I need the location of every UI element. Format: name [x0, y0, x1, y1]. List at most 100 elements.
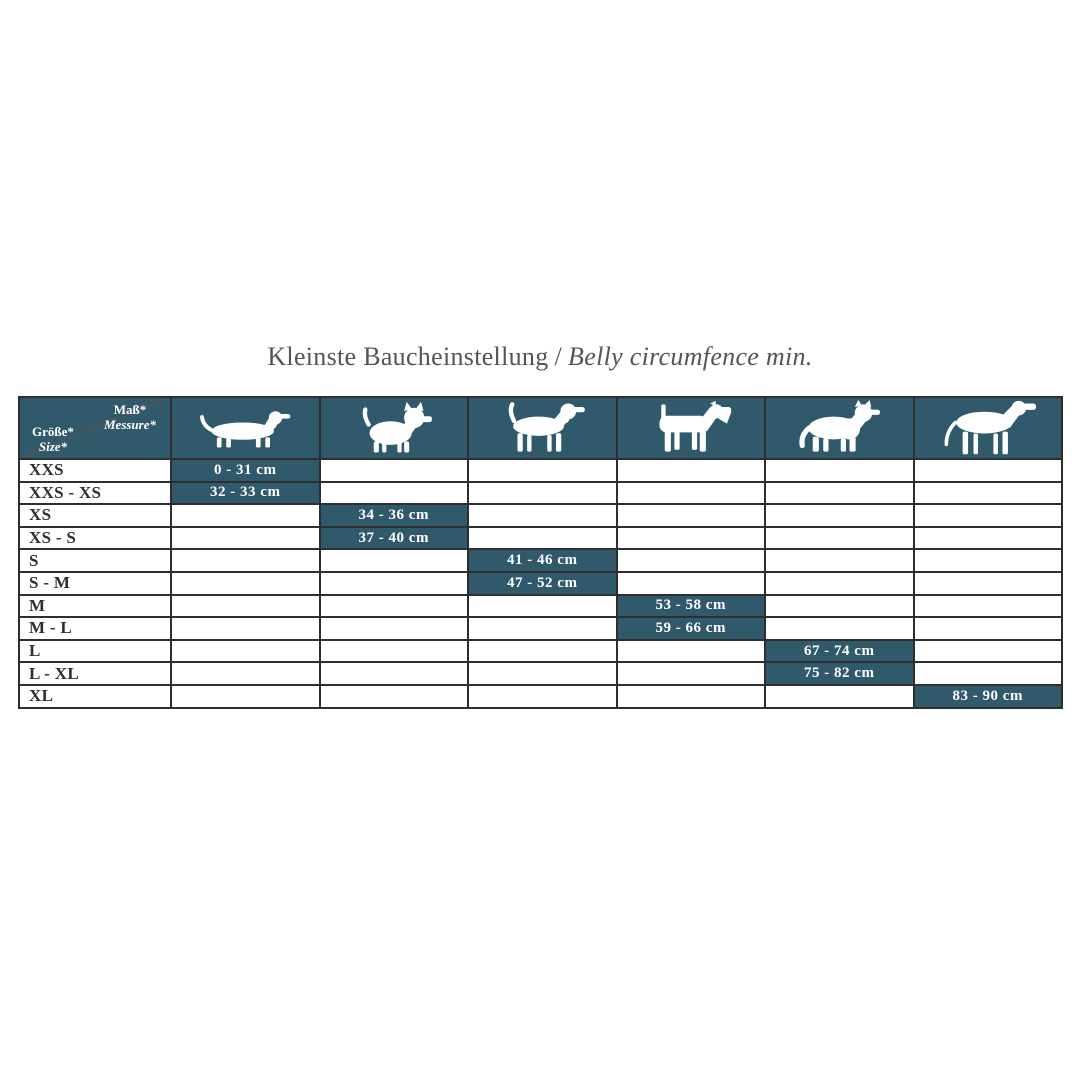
size-label: S - M	[18, 570, 172, 596]
empty-cell	[318, 638, 469, 664]
empty-cell	[467, 616, 618, 641]
size-label: M	[18, 593, 172, 619]
empty-cell	[912, 525, 1063, 551]
empty-cell	[318, 661, 469, 686]
title-english: Belly circumfence min.	[568, 342, 813, 371]
measurement-cell: 83 - 90 cm	[912, 683, 1063, 709]
size-label-de: Größe*	[32, 424, 74, 439]
table-row: XXS - XS 32 - 33 cm	[18, 480, 1063, 506]
column-header-airedale	[615, 396, 766, 460]
empty-cell	[318, 548, 469, 573]
empty-cell	[170, 638, 321, 664]
size-label: M - L	[18, 616, 172, 641]
page-title: Kleinste Baucheinstellung / Belly circumfe…	[0, 342, 1080, 372]
empty-cell	[912, 570, 1063, 596]
measurement-cell: 67 - 74 cm	[764, 638, 915, 664]
title-separator: /	[554, 342, 563, 371]
measurement-cell: 34 - 36 cm	[318, 503, 469, 528]
empty-cell	[467, 458, 618, 483]
empty-cell	[170, 548, 321, 573]
measurement-cell: 0 - 31 cm	[170, 458, 321, 483]
size-label: S	[18, 548, 172, 573]
empty-cell	[764, 480, 915, 506]
table-row: XS 34 - 36 cm	[18, 503, 1063, 528]
measurement-cell: 32 - 33 cm	[170, 480, 321, 506]
measure-header: Maß* Messure*	[104, 402, 156, 432]
measure-label-de: Maß*	[113, 402, 147, 417]
yorkshire-terrier-icon	[362, 401, 432, 453]
empty-cell	[764, 616, 915, 641]
size-label: L - XL	[18, 661, 172, 686]
table-row: XXS 0 - 31 cm	[18, 458, 1063, 483]
empty-cell	[912, 616, 1063, 641]
size-header: Größe* Size*	[32, 424, 74, 454]
empty-cell	[318, 570, 469, 596]
great-dane-icon	[944, 400, 1036, 455]
table-body: XXS 0 - 31 cm XXS - XS 32 - 33 cm XS 34 - 36 …	[18, 458, 1063, 709]
empty-cell	[318, 458, 469, 483]
husky-icon	[799, 400, 881, 452]
measure-label-en: Messure*	[103, 417, 156, 432]
empty-cell	[467, 638, 618, 664]
empty-cell	[615, 548, 766, 573]
size-label: XL	[18, 683, 172, 709]
empty-cell	[764, 570, 915, 596]
column-header-dachshund	[170, 396, 321, 460]
size-label: XS - S	[18, 525, 172, 551]
empty-cell	[467, 480, 618, 506]
empty-cell	[170, 616, 321, 641]
empty-cell	[318, 683, 469, 709]
table-row: XS - S 37 - 40 cm	[18, 525, 1063, 551]
dachshund-icon	[200, 411, 291, 448]
column-header-great-dane	[912, 396, 1063, 460]
empty-cell	[467, 683, 618, 709]
table-row: M - L 59 - 66 cm	[18, 616, 1063, 641]
empty-cell	[912, 638, 1063, 664]
title-german: Kleinste Baucheinstellung	[267, 342, 549, 371]
empty-cell	[318, 593, 469, 619]
size-label-en: Size*	[38, 439, 68, 454]
corner-cell: Maß* Messure* Größe* Size*	[18, 396, 172, 460]
empty-cell	[764, 593, 915, 619]
column-header-medium-dog	[467, 396, 618, 460]
empty-cell	[170, 503, 321, 528]
empty-cell	[912, 503, 1063, 528]
header-row: Maß* Messure* Größe* Size*	[18, 396, 1063, 460]
column-header-small-terrier	[318, 396, 469, 460]
empty-cell	[467, 525, 618, 551]
empty-cell	[615, 458, 766, 483]
empty-cell	[467, 503, 618, 528]
table-row: XL 83 - 90 cm	[18, 683, 1063, 709]
empty-cell	[318, 616, 469, 641]
empty-cell	[170, 570, 321, 596]
empty-cell	[615, 525, 766, 551]
table-row: M 53 - 58 cm	[18, 593, 1063, 619]
empty-cell	[912, 593, 1063, 619]
empty-cell	[170, 661, 321, 686]
empty-cell	[764, 503, 915, 528]
empty-cell	[615, 480, 766, 506]
measurement-cell: 41 - 46 cm	[467, 548, 618, 573]
empty-cell	[912, 548, 1063, 573]
empty-cell	[615, 661, 766, 686]
empty-cell	[912, 661, 1063, 686]
size-label: XXS	[18, 458, 172, 483]
size-label: XS	[18, 503, 172, 528]
empty-cell	[764, 458, 915, 483]
corner-diagonal-line	[21, 399, 169, 457]
empty-cell	[764, 525, 915, 551]
table-row: L 67 - 74 cm	[18, 638, 1063, 664]
empty-cell	[764, 548, 915, 573]
empty-cell	[912, 458, 1063, 483]
empty-cell	[615, 570, 766, 596]
empty-cell	[467, 661, 618, 686]
measurement-cell: 53 - 58 cm	[615, 593, 766, 619]
table-row: S 41 - 46 cm	[18, 548, 1063, 573]
table-row: S - M 47 - 52 cm	[18, 570, 1063, 596]
measurement-cell: 47 - 52 cm	[467, 570, 618, 596]
empty-cell	[170, 525, 321, 551]
size-label: XXS - XS	[18, 480, 172, 506]
empty-cell	[170, 593, 321, 619]
column-header-husky	[764, 396, 915, 460]
table-row: L - XL 75 - 82 cm	[18, 661, 1063, 686]
